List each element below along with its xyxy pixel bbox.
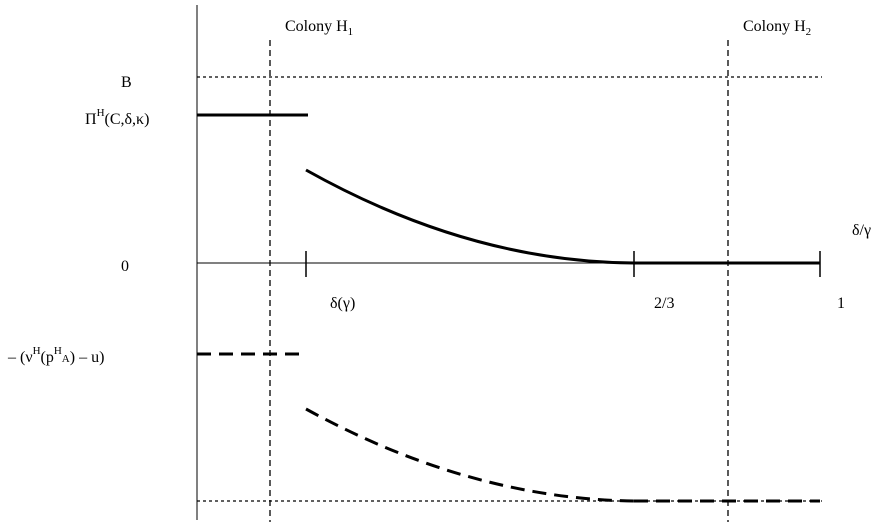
delta-gamma-label: δ(γ)	[330, 295, 355, 312]
negative-value-label: – (νH(pHA) – u)	[7, 345, 104, 366]
b-label: B	[121, 74, 132, 91]
pi-label: ΠH(C,δ,κ)	[85, 107, 149, 128]
colony-h1-label: Colony H1	[285, 18, 353, 38]
lower-curve	[305, 407, 635, 503]
two-thirds-label: 2/3	[654, 295, 674, 312]
one-label: 1	[837, 295, 845, 312]
colony-h2-label: Colony H2	[743, 18, 811, 38]
profit-curve	[305, 168, 635, 265]
zero-label: 0	[121, 258, 129, 275]
axis-variable-label: δ/γ	[852, 222, 871, 239]
